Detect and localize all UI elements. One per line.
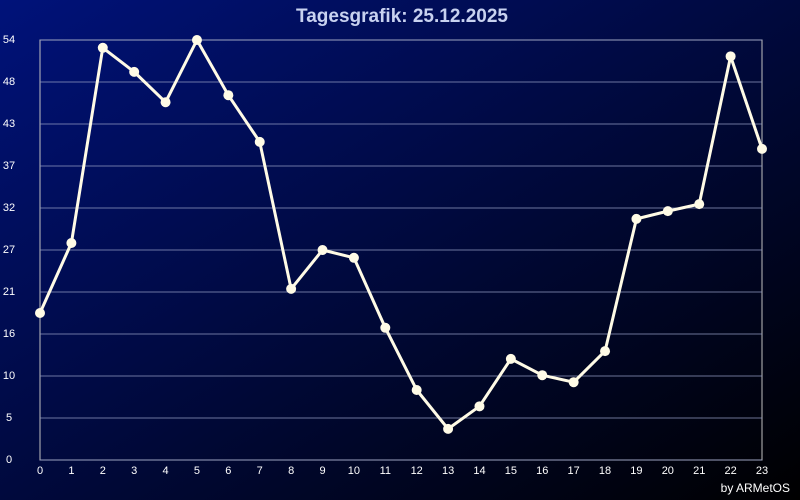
x-tick-label: 6 bbox=[225, 465, 231, 477]
x-tick-label: 5 bbox=[194, 465, 200, 477]
y-tick-label: 0 bbox=[6, 454, 12, 466]
y-tick-label: 54 bbox=[3, 34, 15, 46]
x-tick-label: 13 bbox=[442, 465, 454, 477]
series-line bbox=[38, 38, 764, 431]
data-point bbox=[631, 213, 642, 224]
x-tick-label: 23 bbox=[756, 465, 768, 477]
x-tick-label: 10 bbox=[348, 465, 360, 477]
x-tick-label: 16 bbox=[536, 465, 548, 477]
y-tick-label: 37 bbox=[3, 160, 15, 172]
x-tick-label: 0 bbox=[37, 465, 43, 477]
data-point bbox=[537, 370, 548, 381]
data-point bbox=[600, 346, 611, 357]
data-point bbox=[443, 423, 454, 434]
data-point bbox=[568, 377, 579, 388]
data-point bbox=[191, 35, 202, 45]
x-tick-label: 12 bbox=[411, 465, 423, 477]
y-tick-label: 32 bbox=[3, 202, 15, 214]
data-point bbox=[129, 66, 140, 77]
x-tick-label: 21 bbox=[693, 465, 705, 477]
y-tick-label: 16 bbox=[3, 328, 15, 340]
data-point bbox=[380, 322, 391, 333]
x-tick-label: 3 bbox=[131, 465, 137, 477]
x-tick-label: 7 bbox=[257, 465, 263, 477]
y-tick-label: 48 bbox=[3, 76, 15, 88]
x-tick-label: 11 bbox=[380, 465, 391, 477]
y-tick-label: 27 bbox=[3, 244, 15, 256]
data-point bbox=[286, 283, 297, 294]
data-point bbox=[254, 136, 265, 147]
x-tick-label: 18 bbox=[599, 465, 611, 477]
data-point bbox=[317, 245, 328, 255]
credit: by ARMetOS bbox=[721, 481, 790, 495]
y-tick-label: 21 bbox=[3, 286, 15, 298]
data-point bbox=[725, 51, 736, 62]
data-point bbox=[348, 252, 359, 263]
chart-title: Tagesgrafik: 25.12.2025 bbox=[296, 6, 508, 27]
x-tick-label: 9 bbox=[319, 465, 325, 477]
y-tick-label: 5 bbox=[6, 412, 12, 424]
data-point bbox=[757, 143, 767, 154]
data-point bbox=[474, 401, 485, 412]
x-tick-label: 15 bbox=[505, 465, 517, 477]
x-tick-label: 20 bbox=[662, 465, 674, 477]
x-tick-label: 8 bbox=[288, 465, 294, 477]
x-tick-label: 1 bbox=[68, 465, 74, 477]
x-tick-label: 19 bbox=[630, 465, 642, 477]
data-point bbox=[66, 238, 77, 248]
data-point bbox=[223, 90, 234, 101]
x-tick-label: 4 bbox=[163, 465, 169, 477]
x-tick-label: 2 bbox=[100, 465, 106, 477]
data-point bbox=[694, 199, 705, 210]
x-tick-label: 22 bbox=[724, 465, 736, 477]
x-tick-label: 14 bbox=[473, 465, 485, 477]
data-point bbox=[97, 42, 108, 53]
y-tick-label: 10 bbox=[3, 370, 15, 382]
y-tick-label: 43 bbox=[3, 118, 15, 130]
data-point bbox=[160, 97, 171, 108]
data-point bbox=[35, 308, 45, 318]
data-point bbox=[411, 385, 422, 395]
data-point bbox=[505, 353, 516, 364]
x-tick-label: 17 bbox=[568, 465, 580, 477]
data-point bbox=[662, 206, 673, 217]
